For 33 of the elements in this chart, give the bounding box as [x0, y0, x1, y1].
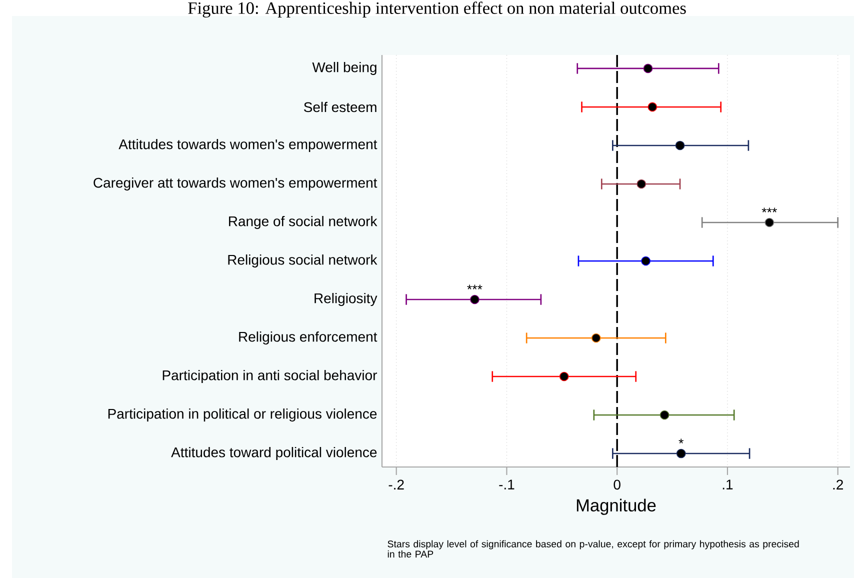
point — [643, 64, 653, 74]
point — [636, 179, 646, 189]
x-tick-label: .1 — [722, 480, 733, 490]
point — [648, 102, 658, 112]
chart-title: Figure 10: Apprenticeship intervention effect on non material outcomes — [188, 2, 686, 18]
point — [676, 448, 686, 458]
x-axis-title: Magnitude — [576, 498, 656, 515]
y-tick-label: Religiosity — [314, 292, 378, 306]
text: Stars display level of significance based on p-value, except for primary hypothesis as precised in the PAP — [388, 540, 799, 558]
annotation: *** — [762, 208, 777, 212]
x-tick-label: -.2 — [388, 480, 404, 490]
point — [764, 218, 774, 228]
y-tick-label: Attitudes towards women's empowerment — [118, 138, 378, 152]
y-tick-label: Attitudes toward political violence — [171, 446, 377, 460]
annotation: *** — [467, 284, 482, 290]
annotation: * — [678, 438, 684, 444]
y-tick-label: Participation in political or religious violence — [108, 408, 377, 422]
y-tick-label: Religious enforcement — [239, 331, 378, 345]
y-tick-label: Participation in anti social behavior — [162, 370, 378, 384]
point — [660, 410, 670, 420]
y-tick-label: Self esteem — [304, 102, 376, 112]
y-tick-label: Well being — [312, 62, 376, 75]
point — [591, 333, 601, 343]
x-tick-label: -.1 — [499, 480, 514, 490]
x-tick-label: 0 — [614, 480, 620, 490]
y-tick-label: Religious social network — [228, 254, 378, 268]
x-tick-label: .2 — [833, 480, 843, 490]
y-tick-label: Caregiver att towards women's empowerment — [94, 177, 378, 191]
y-tick-label: Range of social network — [229, 216, 378, 230]
point — [675, 140, 685, 150]
point — [559, 372, 569, 382]
point — [470, 294, 480, 304]
point — [641, 256, 650, 266]
